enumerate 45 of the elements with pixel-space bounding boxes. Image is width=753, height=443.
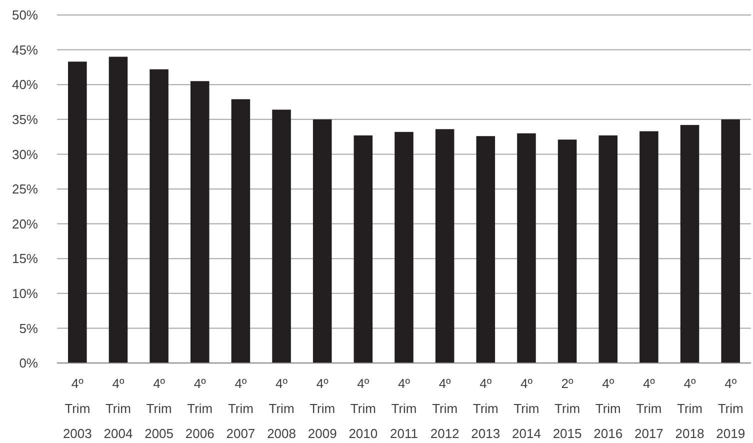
bar	[598, 135, 618, 363]
x-tick-label: 4º Trim 2007	[226, 376, 256, 441]
y-tick-label: 45%	[12, 42, 38, 58]
bar	[68, 62, 87, 363]
bar	[272, 110, 291, 363]
x-tick-label: 2º Trim 2015	[552, 376, 582, 441]
bar	[394, 132, 414, 363]
bar	[721, 119, 740, 363]
bar	[190, 81, 210, 363]
bar	[231, 99, 250, 363]
x-tick-label: 4º Trim 2009	[308, 376, 337, 441]
bar	[435, 129, 454, 363]
y-tick-label: 35%	[12, 112, 38, 127]
x-tick-label: 4º Trim 2019	[716, 376, 746, 441]
x-tick-label: 4º Trim 2018	[675, 376, 704, 441]
x-tick-label: 4º Trim 2005	[144, 376, 174, 441]
x-tick-label: 4º Trim 2017	[634, 376, 664, 441]
bar	[108, 56, 128, 363]
x-tick-label: 4º Trim 2003	[62, 376, 92, 441]
bar	[150, 69, 168, 363]
bar	[354, 135, 373, 363]
x-tick-label: 4º Trim 2016	[594, 376, 623, 441]
y-tick-label: 40%	[12, 77, 38, 92]
x-tick-label: 4º Trim 2014	[512, 376, 541, 441]
bar	[558, 140, 577, 363]
x-tick-label: 4º Trim 2004	[104, 376, 133, 441]
y-tick-label: 50%	[12, 8, 38, 23]
bar	[312, 119, 332, 363]
x-tick-label: 4º Trim 2012	[430, 376, 460, 441]
y-tick-label: 5%	[19, 320, 38, 336]
x-tick-label: 4º Trim 2006	[185, 376, 214, 441]
y-tick-label: 30%	[12, 146, 38, 162]
y-tick-label: 20%	[12, 216, 38, 232]
x-tick-label: 4º Trim 2010	[348, 376, 378, 441]
y-tick-label: 10%	[12, 286, 38, 301]
y-tick-label: 15%	[12, 251, 38, 266]
bar	[680, 124, 700, 363]
y-tick-label: 0%	[19, 356, 38, 371]
x-tick-label: 4º Trim 2011	[390, 376, 418, 441]
bar	[517, 133, 536, 363]
bar	[476, 136, 496, 363]
x-tick-label: 4º Trim 2013	[471, 376, 500, 441]
x-tick-label: 4º Trim 2008	[267, 376, 296, 441]
y-tick-label: 25%	[12, 182, 38, 197]
bar	[640, 131, 658, 363]
